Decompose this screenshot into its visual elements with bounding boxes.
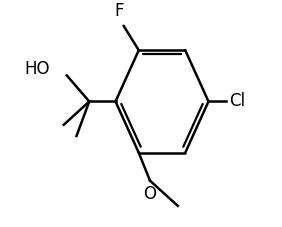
Text: Cl: Cl	[229, 92, 245, 111]
Text: F: F	[114, 2, 124, 20]
Text: HO: HO	[25, 60, 50, 78]
Text: O: O	[144, 185, 157, 203]
